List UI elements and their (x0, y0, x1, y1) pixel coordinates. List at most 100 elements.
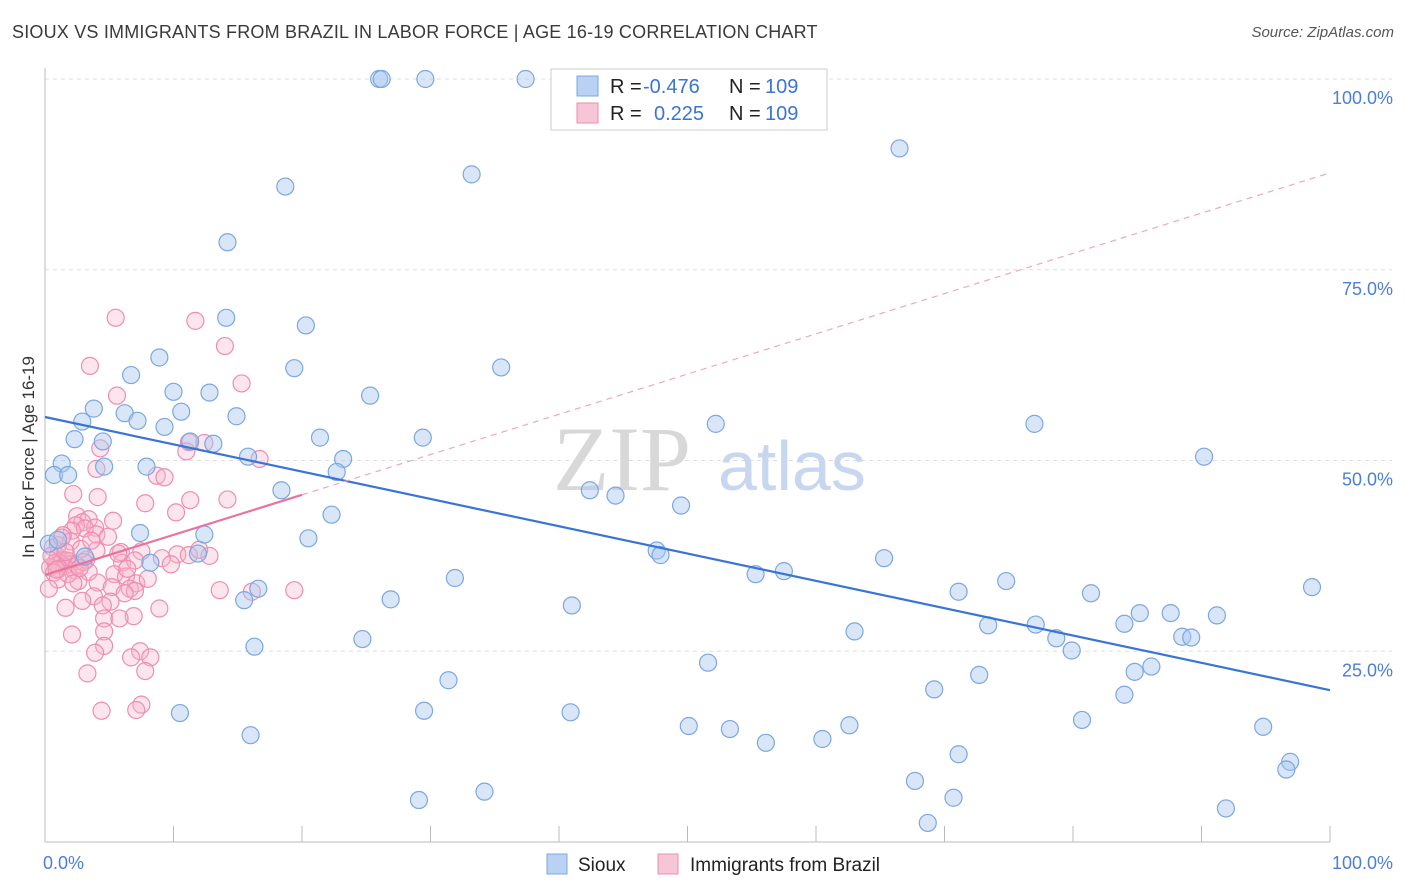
sioux-point (93, 432, 112, 451)
sioux-point (353, 629, 372, 649)
sioux-point (150, 348, 169, 367)
sioux-point (679, 716, 698, 736)
sioux-point (698, 653, 718, 672)
sioux-point (1125, 662, 1144, 681)
x-tick-label-start: 0.0% (43, 853, 84, 873)
sioux-point (606, 486, 625, 505)
brazil-point (132, 695, 151, 714)
sioux-point (381, 590, 400, 609)
brazil-point (109, 544, 128, 563)
brazil-point (166, 503, 186, 522)
source-label: Source: ZipAtlas.com (1251, 24, 1394, 41)
sioux-point (361, 386, 380, 405)
brazil-point (95, 622, 114, 641)
brazil-point (93, 596, 112, 615)
brazil-point (56, 598, 75, 617)
sioux-point (44, 465, 64, 485)
sioux-point (235, 591, 254, 610)
sioux-point (1254, 717, 1273, 736)
brazil-point (82, 531, 101, 550)
brazil-point (64, 574, 83, 593)
sioux-point (172, 402, 191, 421)
brazil-point (78, 664, 97, 683)
sioux-point (195, 525, 214, 544)
brazil-point (210, 581, 229, 600)
bottom-legend-sioux: Sioux (578, 855, 626, 876)
sioux-point (170, 703, 190, 723)
sioux-point (218, 233, 237, 252)
y-tick-label: 100.0% (1332, 88, 1393, 108)
sioux-point (890, 139, 909, 158)
y-tick-label: 75.0% (1342, 279, 1393, 299)
bottom-legend-swatch-sioux (546, 853, 568, 875)
sioux-point (238, 447, 258, 466)
sioux-point (492, 358, 511, 377)
y-axis-label: In Labor Force | Age 16-19 (19, 356, 38, 558)
sioux-point (137, 457, 156, 476)
sioux-point (414, 701, 434, 720)
sioux-point (1182, 628, 1201, 647)
sioux-point (720, 719, 740, 739)
sioux-point (299, 529, 318, 548)
sioux-point (245, 637, 264, 656)
legend-r-value-1: -0.476 (643, 76, 700, 98)
sioux-point (1047, 629, 1066, 648)
sioux-point (73, 412, 92, 431)
brazil-point (179, 546, 199, 565)
legend-n-label-2: N = (729, 103, 761, 125)
sioux-point (241, 726, 260, 745)
sioux-point (128, 411, 147, 430)
sioux-point (671, 496, 691, 515)
sioux-point (372, 69, 391, 89)
brazil-point (92, 701, 111, 720)
brazil-point (161, 555, 181, 574)
sioux-point (439, 671, 458, 690)
series-sioux (39, 69, 1322, 833)
sioux-point (200, 383, 219, 402)
x-tick-label-end: 100.0% (1332, 853, 1393, 873)
legend: R = -0.476 N = 109 R = 0.225 N = 109 (550, 68, 828, 131)
y-tick-label: 50.0% (1342, 470, 1393, 490)
sioux-point (188, 544, 208, 563)
legend-r-label-1: R = (610, 76, 642, 98)
series-immigrants-from-brazil (39, 308, 304, 720)
sioux-point (416, 69, 435, 89)
sioux-point (651, 546, 670, 565)
sioux-point (918, 813, 937, 833)
trend-lines (44, 172, 1331, 692)
brazil-point (118, 559, 137, 578)
sioux-point (1142, 657, 1161, 676)
brazil-point (147, 466, 166, 485)
brazil-point (104, 511, 123, 530)
sioux-point (285, 359, 304, 378)
bottom-legend-swatch-brazil (657, 853, 679, 875)
legend-n-value-2: 109 (765, 103, 798, 125)
watermark-atlas: atlas (718, 427, 866, 505)
brazil-point (88, 573, 107, 592)
brazil-point (136, 661, 155, 681)
sioux-point (580, 481, 599, 500)
brazil-point (181, 491, 200, 510)
sioux-point (1161, 603, 1180, 623)
brazil-point (88, 488, 107, 507)
sioux-point (475, 782, 494, 801)
sioux-point (276, 177, 295, 196)
brazil-point (186, 311, 205, 330)
sioux-point (296, 316, 315, 335)
sioux-point (409, 790, 429, 810)
brazil-point (232, 374, 251, 393)
sioux-point (322, 505, 341, 524)
sioux-point (1277, 760, 1296, 779)
brazil-point (155, 468, 174, 487)
sioux-point (1302, 578, 1322, 597)
brazil-point (124, 607, 143, 626)
sioux-point (840, 716, 859, 735)
sioux-trend-line (44, 415, 1331, 692)
brazil-point (141, 648, 160, 667)
chart-title: SIOUX VS IMMIGRANTS FROM BRAZIL IN LABOR… (12, 22, 818, 42)
sioux-point (181, 432, 200, 451)
sioux-point (949, 582, 968, 601)
sioux-point (1062, 641, 1081, 660)
sioux-point (204, 434, 223, 453)
brazil-point (86, 643, 105, 662)
